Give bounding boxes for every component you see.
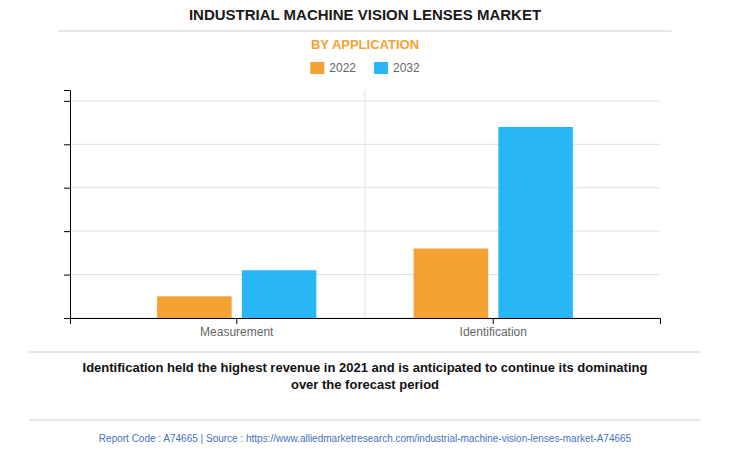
bars [157,127,573,318]
y-axis-line [64,91,71,319]
y-axis [64,91,71,319]
divider [29,352,701,353]
y-tick-mark [64,231,70,232]
bar [414,249,489,318]
subtitle: BY APPLICATION [311,37,419,52]
y-tick-mark [64,188,70,189]
y-tick [64,101,70,102]
bar-series [157,249,488,318]
legend-label: 2022 [329,61,356,75]
x-tick-label: Measurement [200,325,274,339]
legend: 2022 2032 [310,61,420,75]
divider [29,420,701,421]
grid [70,90,660,318]
legend-swatch [310,62,324,74]
bar [498,127,573,318]
x-tick-mark [493,318,494,324]
x-axis-line [71,319,661,325]
group-divider [365,90,366,318]
bar-series [242,127,573,318]
legend-swatch [374,62,388,74]
x-tick: Measurement [200,318,274,339]
x-tick-label: Identification [460,325,527,339]
y-tick [64,275,70,276]
divider [58,31,671,32]
x-tick: Identification [460,318,527,339]
x-axis: Measurement Identification [71,318,661,339]
x-tick-mark [236,318,237,324]
annotation: Report Code : A74665 | Source : https://… [99,433,632,444]
legend-item: 2032 [374,61,420,75]
y-tick-mark [64,144,70,145]
title: INDUSTRIAL MACHINE VISION LENSES MARKET [189,6,541,23]
y-tick-mark [64,275,70,276]
chart: INDUSTRIAL MACHINE VISION LENSES MARKET B… [0,0,730,473]
y-tick [64,231,70,232]
y-tick [64,318,70,319]
y-tick-mark [64,101,70,102]
bar [242,270,317,318]
y-tick-mark [64,318,70,319]
y-tick [64,144,70,145]
y-tick [64,188,70,189]
annotation: Identification held the highest revenue … [83,360,648,392]
bar [157,296,232,318]
legend-item: 2022 [310,61,356,75]
legend-label: 2032 [393,61,420,75]
